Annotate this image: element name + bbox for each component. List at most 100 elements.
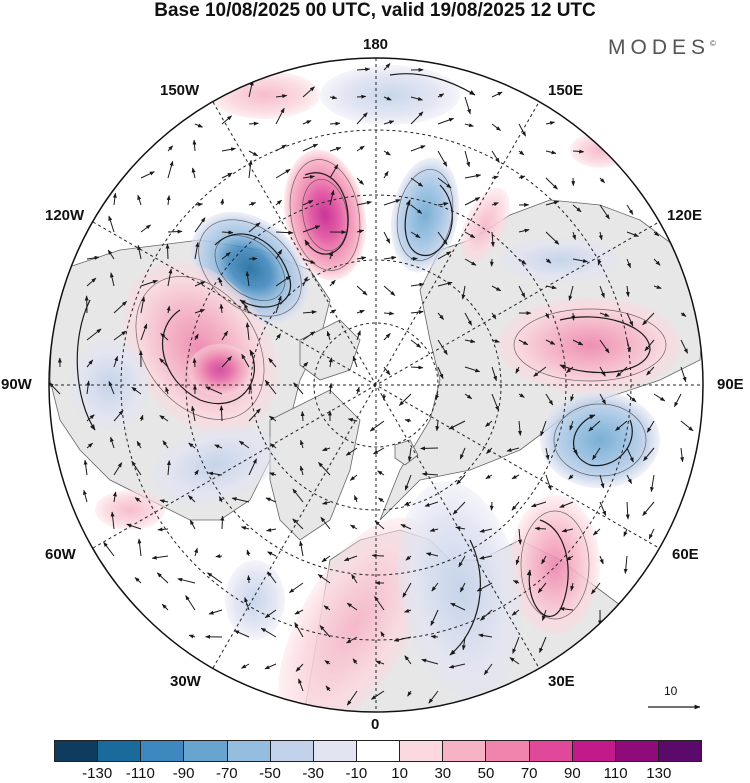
wind-vector xyxy=(448,420,466,430)
wind-vector xyxy=(137,538,142,557)
wind-vector xyxy=(464,197,481,206)
colorbar-cell xyxy=(270,741,314,761)
wind-vector xyxy=(349,474,358,481)
wind-vector xyxy=(569,420,574,431)
wind-vector xyxy=(302,174,315,179)
wind-vector xyxy=(680,447,685,463)
low-anomaly-west-siberia xyxy=(500,238,620,282)
wind-vector xyxy=(166,305,171,314)
wind-vector xyxy=(431,582,439,592)
wind-vector xyxy=(461,636,466,651)
wind-vector xyxy=(599,474,605,489)
wind-vector xyxy=(491,285,502,292)
wind-vector xyxy=(346,602,358,611)
wind-vector xyxy=(518,285,526,298)
wind-vector xyxy=(322,447,331,451)
wind-vector xyxy=(356,285,368,296)
wind-vector xyxy=(479,555,493,560)
colorbar-cell xyxy=(227,741,271,761)
wind-vector xyxy=(159,358,169,368)
wind-vector xyxy=(302,361,309,368)
wind-vector xyxy=(437,231,448,245)
wind-vector xyxy=(351,573,358,584)
wind-vector xyxy=(221,172,233,179)
wind-vector xyxy=(450,602,466,611)
wind-vector xyxy=(188,634,196,639)
wind-vector xyxy=(191,405,196,422)
wind-vector xyxy=(626,339,631,353)
wind-vector xyxy=(194,281,206,287)
wind-vector xyxy=(264,379,277,395)
wind-vector xyxy=(506,447,520,452)
wind-vector xyxy=(218,496,224,503)
brand-mark: © xyxy=(710,39,716,48)
wind-vector xyxy=(267,551,277,557)
wind-vector xyxy=(268,357,277,368)
wind-vector xyxy=(653,285,662,289)
wind-vector xyxy=(266,527,277,532)
wind-vector xyxy=(383,96,392,101)
wind-vector xyxy=(323,605,331,611)
wind-vector xyxy=(518,175,526,180)
wind-vector xyxy=(264,663,277,670)
wind-vector xyxy=(157,527,169,532)
lon-label-150e: 150E xyxy=(548,82,584,99)
wind-vector xyxy=(221,356,232,368)
high-anomaly-kamchatka xyxy=(460,187,510,263)
wind-vector xyxy=(448,663,466,669)
wind-vector xyxy=(383,311,395,316)
lon-label-120w: 120W xyxy=(45,207,85,224)
colorbar-cell xyxy=(184,741,228,761)
colorbar-tick-label: 70 xyxy=(520,765,538,782)
wind-vector xyxy=(243,303,250,314)
wind-vector xyxy=(269,443,277,449)
wind-vector xyxy=(383,231,391,244)
wind-vector xyxy=(113,410,124,422)
wind-vector xyxy=(572,149,585,154)
wind-vector xyxy=(246,549,251,557)
anomaly-fields xyxy=(70,65,682,712)
wind-vector xyxy=(545,258,552,264)
wind-vector xyxy=(275,199,282,206)
wind-vector xyxy=(264,609,277,619)
wind-vector xyxy=(599,366,606,377)
wind-vector xyxy=(476,582,493,592)
wind-vector xyxy=(410,96,423,101)
wind-vector xyxy=(302,86,315,98)
lon-label-120e: 120E xyxy=(667,207,703,224)
wind-vector xyxy=(299,540,304,557)
wind-vector xyxy=(456,474,466,485)
high-anomaly-central-siberia xyxy=(498,297,682,393)
wind-vector xyxy=(511,474,520,480)
wind-vector xyxy=(464,173,482,179)
wind-vector xyxy=(545,339,556,345)
wind-vector xyxy=(165,243,170,260)
wind-vector xyxy=(329,189,335,206)
wind-vector xyxy=(131,386,142,395)
low-anomaly-bering xyxy=(320,65,460,125)
wind-vector xyxy=(245,271,250,287)
colorbar-tick-label: -10 xyxy=(345,765,368,782)
wind-vector xyxy=(544,312,550,319)
lon-label-30e: 30E xyxy=(548,673,575,690)
wind-vector xyxy=(245,322,250,341)
graticule xyxy=(49,58,703,712)
colorbar-cell xyxy=(98,741,142,761)
wind-vector xyxy=(356,200,372,206)
wind-vector xyxy=(167,160,174,179)
wind-vector xyxy=(329,147,342,152)
wind-vector xyxy=(194,241,200,260)
wind-vector xyxy=(542,609,547,621)
wind-vector xyxy=(625,285,630,297)
wind-vector xyxy=(352,355,358,368)
wind-vector xyxy=(512,636,520,654)
wind-vector xyxy=(194,547,198,557)
colorbar-tick-label: 90 xyxy=(564,765,581,782)
wind-vector xyxy=(545,150,557,155)
wind-vector xyxy=(167,268,173,287)
wind-vector xyxy=(267,571,277,584)
modes-logo: MODES© xyxy=(608,36,716,60)
wind-vector xyxy=(464,312,473,326)
wind-vector xyxy=(302,258,316,264)
map-border xyxy=(48,57,704,713)
